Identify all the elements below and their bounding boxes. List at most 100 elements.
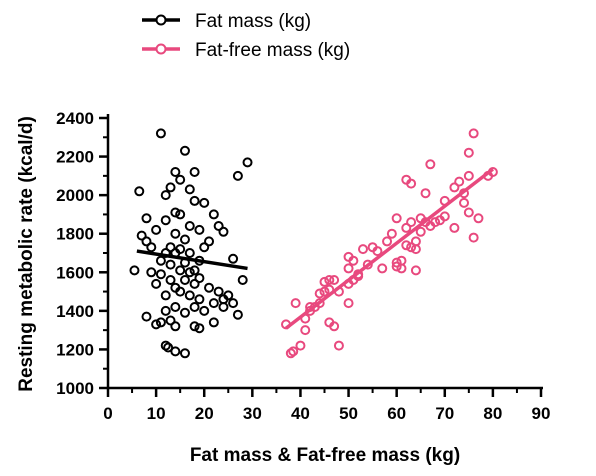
data-point <box>430 217 441 228</box>
data-point <box>213 221 224 231</box>
data-point <box>146 267 157 278</box>
data-point <box>410 236 421 247</box>
data-point <box>218 294 229 305</box>
x-tick-label: 10 <box>147 404 166 423</box>
data-point <box>165 242 176 253</box>
data-point <box>228 298 239 309</box>
data-point <box>165 315 176 326</box>
data-point <box>285 348 296 359</box>
legend-item: Fat-free mass (kg) <box>142 40 350 61</box>
data-point <box>391 261 402 272</box>
x-tick-label: 30 <box>243 404 262 423</box>
data-point <box>391 213 402 224</box>
data-point <box>415 226 426 237</box>
data-point <box>136 230 147 241</box>
data-point <box>468 232 479 243</box>
legend: Fat mass (kg) Fat-free mass (kg) <box>142 11 350 61</box>
x-tick-label: 80 <box>483 404 502 423</box>
y-tick-label: 1800 <box>56 225 94 244</box>
data-point <box>170 228 181 239</box>
data-point <box>319 276 330 287</box>
data-point <box>329 275 340 285</box>
data-point <box>362 259 373 270</box>
data-point <box>218 226 229 237</box>
x-tick-label: 50 <box>339 404 358 423</box>
data-point <box>170 302 181 312</box>
data-point <box>449 182 460 193</box>
data-point <box>155 255 166 266</box>
data-point <box>232 170 243 181</box>
axes: 0 10 20 30 40 50 60 70 80 90 1000 1200 1400 1600 1800 2… <box>56 109 550 423</box>
x-tick-label: 90 <box>532 404 551 423</box>
x-tick-label: 40 <box>291 404 310 423</box>
data-point <box>155 317 166 328</box>
data-point <box>170 346 181 357</box>
data-point <box>324 275 335 285</box>
data-point <box>449 222 460 233</box>
series-1-fit-line <box>136 249 248 271</box>
data-point <box>386 228 397 239</box>
data-point <box>459 197 470 208</box>
data-point <box>300 325 311 336</box>
data-point <box>170 207 181 218</box>
data-point <box>348 255 359 266</box>
data-point <box>314 288 325 299</box>
legend-item: Fat mass (kg) <box>142 11 311 32</box>
data-point <box>194 294 205 305</box>
data-point <box>232 309 243 320</box>
data-point <box>141 213 152 224</box>
y-tick-label: 2400 <box>56 109 94 128</box>
data-point <box>175 209 186 220</box>
series-2-fit-line <box>284 167 494 330</box>
y-tick-label: 1600 <box>56 263 94 282</box>
series-1-points <box>129 128 253 359</box>
data-point <box>290 298 301 309</box>
x-tick-label: 0 <box>103 404 112 423</box>
data-point <box>163 342 174 353</box>
data-point <box>208 209 219 220</box>
y-tick-label: 2000 <box>56 186 94 205</box>
data-point <box>401 222 412 233</box>
y-tick-label: 1200 <box>56 340 94 359</box>
data-point <box>194 323 205 334</box>
data-point <box>242 157 253 168</box>
data-point <box>189 265 200 276</box>
data-point <box>329 321 340 332</box>
data-point <box>401 240 412 251</box>
data-point <box>141 236 152 247</box>
data-point <box>406 217 417 228</box>
data-point <box>160 340 171 351</box>
legend-marker <box>155 14 167 26</box>
data-point <box>165 259 176 270</box>
data-point <box>295 340 306 351</box>
legend-label: Fat-free mass (kg) <box>195 40 350 61</box>
data-point <box>141 311 152 322</box>
data-point <box>288 346 299 357</box>
y-axis-title: Resting metabolic rate (kcal/d) <box>16 116 37 392</box>
data-point <box>189 302 200 312</box>
data-point <box>175 174 186 185</box>
data-point <box>184 184 195 195</box>
data-point <box>134 186 145 197</box>
series-2-points <box>281 128 498 359</box>
data-point <box>382 236 393 247</box>
data-point <box>175 286 186 297</box>
data-point <box>406 242 417 253</box>
y-tick-label: 1000 <box>56 379 94 398</box>
data-point <box>208 317 219 328</box>
data-point <box>333 340 344 351</box>
data-point <box>208 298 219 309</box>
data-point <box>184 248 195 258</box>
data-point <box>146 242 157 253</box>
data-point <box>372 246 383 257</box>
data-point <box>155 269 166 280</box>
data-point <box>204 282 215 293</box>
data-point <box>151 319 162 330</box>
data-point <box>463 170 474 181</box>
data-point <box>454 176 465 187</box>
data-point <box>160 305 171 316</box>
data-point <box>199 242 210 253</box>
fit-lines <box>136 167 494 330</box>
data-point <box>189 321 200 332</box>
data-point <box>377 263 388 274</box>
